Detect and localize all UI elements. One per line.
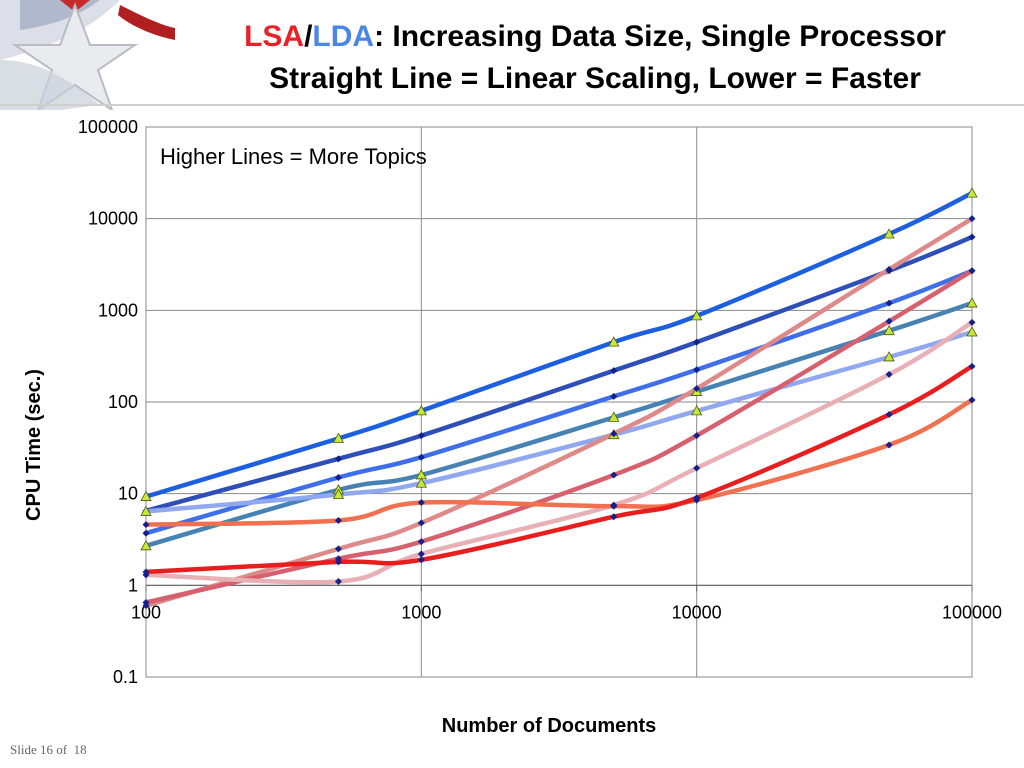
x-tick-label: 10000 bbox=[672, 602, 722, 622]
data-point-diamond bbox=[417, 453, 425, 461]
data-point-diamond bbox=[334, 545, 342, 553]
y-tick-label: 1000 bbox=[98, 300, 138, 320]
data-point-triangle bbox=[140, 490, 152, 501]
data-point-triangle bbox=[608, 336, 620, 347]
x-tick-label: 100000 bbox=[942, 602, 1002, 622]
data-point-triangle bbox=[966, 187, 978, 198]
data-point-diamond bbox=[885, 299, 893, 307]
series-line-9 bbox=[143, 397, 975, 527]
data-point-diamond bbox=[334, 474, 342, 482]
data-point-diamond bbox=[968, 396, 976, 404]
y-tick-label: 0.1 bbox=[113, 667, 138, 687]
data-point-diamond bbox=[693, 494, 701, 502]
chart-annotation: Higher Lines = More Topics bbox=[160, 144, 427, 169]
data-point-diamond bbox=[693, 338, 701, 346]
y-tick-label: 10000 bbox=[88, 209, 138, 229]
data-point-diamond bbox=[693, 432, 701, 440]
data-point-triangle bbox=[883, 351, 895, 362]
data-point-triangle bbox=[332, 432, 345, 443]
title-lda: LDA bbox=[312, 20, 375, 53]
data-point-diamond bbox=[142, 598, 150, 606]
series-lines bbox=[143, 190, 975, 608]
series-line-3 bbox=[143, 268, 975, 536]
logo-star bbox=[0, 0, 175, 110]
data-point-diamond bbox=[885, 317, 893, 325]
data-point-diamond bbox=[142, 568, 150, 576]
data-point-diamond bbox=[968, 318, 976, 326]
data-point-diamond bbox=[693, 385, 701, 393]
y-tick-labels: 100000 10000 1000 100 10 1 0.1 bbox=[78, 117, 138, 687]
data-point-triangle bbox=[608, 411, 620, 422]
y-axis-label: CPU Time (sec.) bbox=[23, 369, 45, 521]
data-point-diamond bbox=[693, 366, 701, 374]
data-point-diamond bbox=[417, 432, 425, 440]
x-tick-labels: 100 1000 10000 100000 bbox=[131, 602, 1002, 622]
data-point-diamond bbox=[693, 464, 701, 472]
data-point-diamond bbox=[417, 556, 425, 564]
data-point-diamond bbox=[142, 529, 150, 537]
title-lsa: LSA bbox=[244, 20, 305, 53]
series-line-4 bbox=[143, 300, 975, 549]
series-markers bbox=[140, 187, 978, 610]
y-tick-label: 100000 bbox=[78, 117, 138, 137]
slide-title: LSA/LDA: Increasing Data Size, Single Pr… bbox=[180, 16, 1010, 100]
data-point-triangle bbox=[966, 326, 978, 337]
data-point-diamond bbox=[885, 441, 893, 449]
data-point-triangle bbox=[883, 228, 895, 239]
data-point-diamond bbox=[334, 455, 342, 463]
data-point-diamond bbox=[610, 392, 618, 400]
gridlines bbox=[145, 127, 973, 677]
series-line-1 bbox=[143, 190, 975, 499]
data-point-triangle bbox=[690, 405, 703, 416]
data-point-diamond bbox=[417, 538, 425, 546]
slide-footer: Slide 16 of 18 bbox=[10, 742, 87, 758]
data-point-diamond bbox=[885, 370, 893, 378]
x-axis-label: Number of Documents bbox=[442, 715, 656, 737]
data-point-triangle bbox=[690, 310, 703, 321]
data-point-diamond bbox=[610, 513, 618, 521]
y-tick-label: 10 bbox=[118, 484, 138, 504]
footer-total: 18 bbox=[73, 742, 87, 757]
data-point-diamond bbox=[968, 233, 976, 241]
data-point-triangle bbox=[415, 405, 428, 416]
data-point-diamond bbox=[334, 516, 342, 524]
data-point-triangle bbox=[966, 297, 978, 308]
slide-title-line2: Straight Line = Linear Scaling, Lower = … bbox=[269, 62, 921, 95]
data-point-diamond bbox=[610, 430, 618, 438]
data-point-diamond bbox=[968, 362, 976, 370]
slide-title-line1: LSA/LDA: Increasing Data Size, Single Pr… bbox=[180, 16, 1010, 58]
series-line-10 bbox=[143, 364, 975, 575]
data-point-diamond bbox=[968, 215, 976, 223]
data-point-diamond bbox=[968, 267, 976, 275]
data-point-diamond bbox=[334, 558, 342, 566]
data-point-triangle bbox=[415, 477, 428, 488]
title-divider bbox=[0, 104, 1024, 106]
data-point-diamond bbox=[610, 367, 618, 375]
data-point-diamond bbox=[417, 550, 425, 558]
data-point-diamond bbox=[334, 578, 342, 586]
data-point-diamond bbox=[417, 499, 425, 507]
y-tick-label: 100 bbox=[108, 392, 138, 412]
data-point-diamond bbox=[610, 502, 618, 510]
y-tick-label: 1 bbox=[128, 575, 138, 595]
data-point-diamond bbox=[610, 471, 618, 479]
footer-slide-label: Slide 16 of bbox=[10, 742, 68, 757]
title-sep: / bbox=[304, 20, 313, 53]
data-point-diamond bbox=[417, 519, 425, 527]
title-rest: : Increasing Data Size, Single Processor bbox=[374, 20, 946, 53]
series-line-2 bbox=[143, 234, 975, 514]
data-point-diamond bbox=[885, 265, 893, 273]
series-line-6 bbox=[143, 216, 975, 608]
data-point-triangle bbox=[140, 505, 152, 516]
data-point-triangle bbox=[883, 324, 895, 336]
data-point-diamond bbox=[142, 521, 150, 529]
data-point-triangle bbox=[332, 488, 345, 499]
x-tick-label: 1000 bbox=[401, 602, 441, 622]
data-point-diamond bbox=[885, 411, 893, 419]
x-tick-label: 100 bbox=[131, 602, 161, 622]
data-point-triangle bbox=[140, 539, 152, 551]
